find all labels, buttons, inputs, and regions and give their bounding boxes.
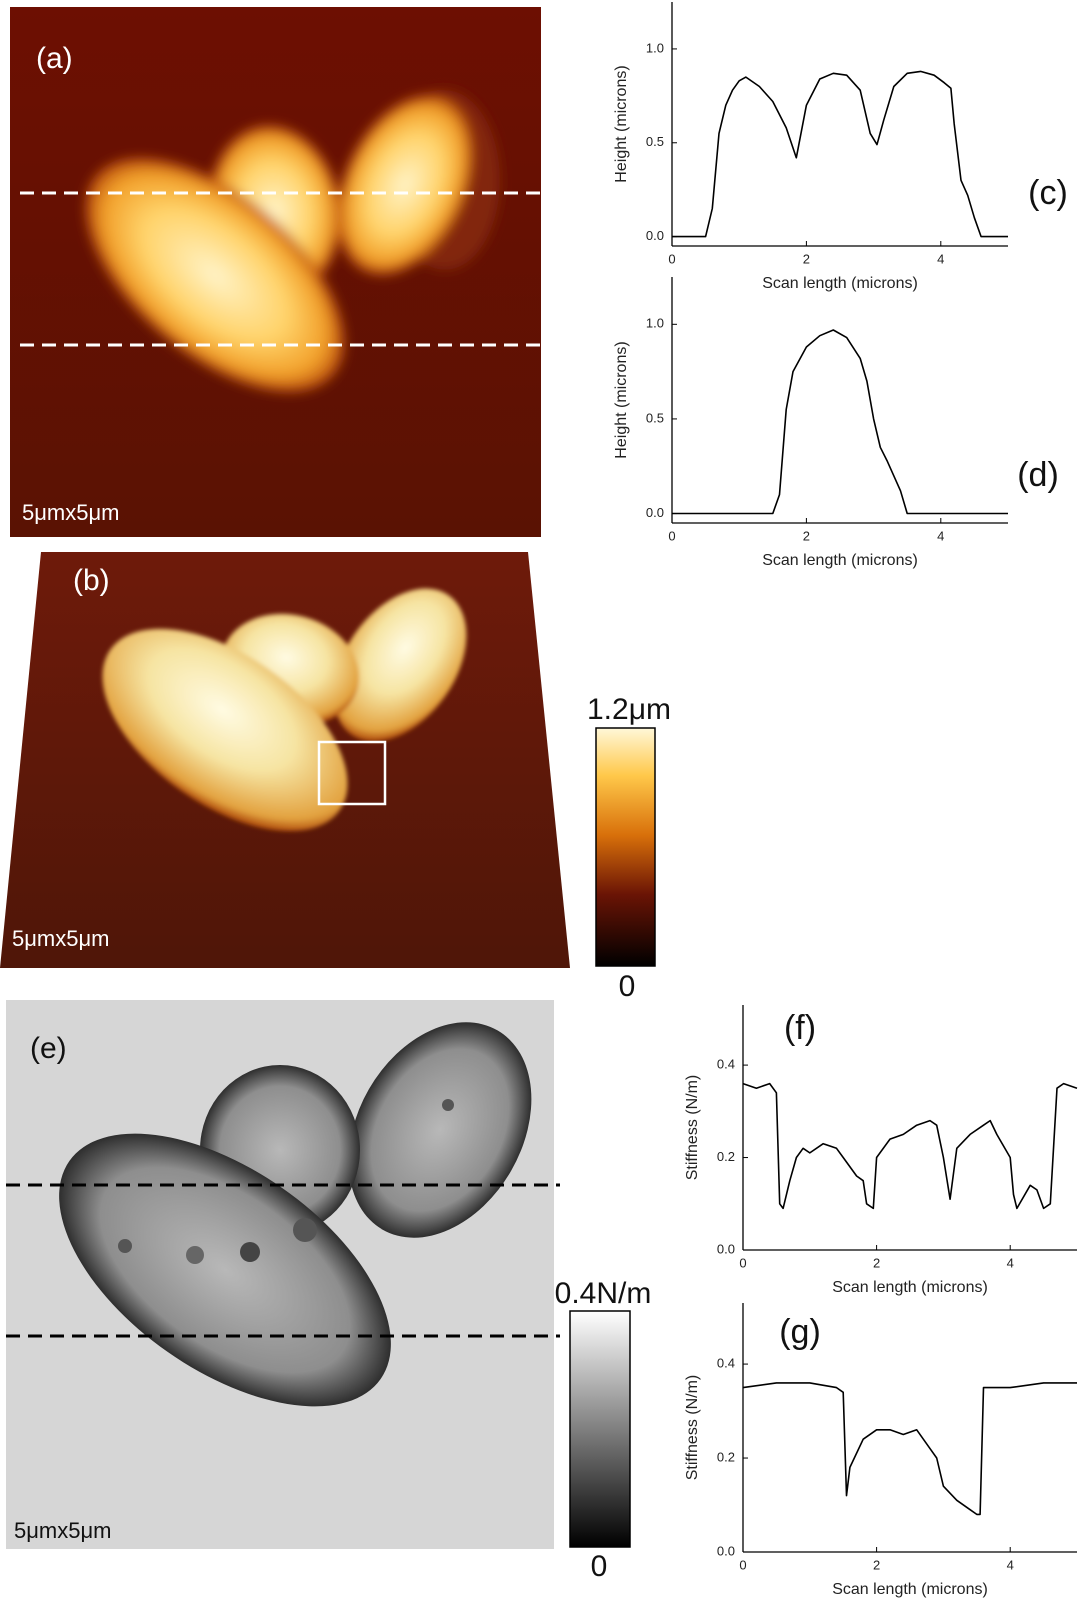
colorbar-max: 0.4N/m (555, 1277, 652, 1310)
x-tick-label: 2 (803, 528, 810, 543)
x-tick-label: 4 (937, 251, 944, 266)
data-line (742, 1082, 1078, 1210)
y-tick-label: 1.0 (646, 316, 664, 331)
panel-label: (c) (1028, 174, 1068, 212)
y-tick-label: 0.0 (646, 228, 664, 243)
y-tick-label: 0.4 (717, 1057, 735, 1072)
data-line (742, 1382, 1077, 1516)
colorbar (569, 1310, 631, 1548)
x-tick-label: 0 (739, 1557, 746, 1572)
x-axis-label: Scan length (microns) (832, 1581, 988, 1598)
y-tick-label: 1.0 (646, 40, 664, 55)
y-tick-label: 0.0 (717, 1543, 735, 1558)
scale-label: 5μmx5μm (22, 500, 119, 525)
y-tick-label: 0.5 (646, 410, 664, 425)
y-axis-label: Stiffness (N/m) (684, 1375, 701, 1481)
panel-label: (a) (36, 42, 73, 75)
panel-label: (e) (30, 1032, 67, 1065)
y-axis-label: Stiffness (N/m) (684, 1075, 701, 1181)
x-tick-label: 0 (668, 528, 675, 543)
x-tick-label: 2 (873, 1557, 880, 1572)
colorbar-min: 0 (591, 1550, 608, 1583)
stiffness-image: (e) 5μmx5μm 0.4N/m 0 (6, 1000, 652, 1583)
panel-label: (g) (779, 1313, 821, 1351)
scale-label: 5μmx5μm (12, 926, 109, 951)
data-line (672, 70, 1008, 238)
x-axis-label: Scan length (microns) (762, 275, 918, 292)
data-line (672, 329, 1008, 515)
height-3d-image: (b) 5μmx5μm 1.2μm 0 (0, 552, 671, 1003)
x-tick-label: 2 (873, 1255, 880, 1270)
y-tick-label: 0.2 (717, 1449, 735, 1464)
y-axis-label: Height (microns) (613, 341, 630, 458)
height-image: (a) 5μmx5μm (10, 7, 541, 537)
x-tick-label: 0 (668, 251, 675, 266)
y-tick-label: 0.2 (717, 1149, 735, 1164)
x-tick-label: 2 (803, 251, 810, 266)
y-tick-label: 0.4 (717, 1356, 735, 1371)
panel-label: (b) (73, 564, 110, 597)
y-tick-label: 0.0 (646, 505, 664, 520)
x-tick-label: 4 (1007, 1557, 1014, 1572)
y-tick-label: 0.0 (717, 1241, 735, 1256)
x-axis-label: Scan length (microns) (762, 552, 918, 569)
y-axis-label: Height (microns) (613, 65, 630, 182)
colorbar (595, 727, 656, 967)
colorbar-max: 1.2μm (587, 693, 671, 726)
x-tick-label: 0 (739, 1255, 746, 1270)
x-tick-label: 4 (937, 528, 944, 543)
x-axis-label: Scan length (microns) (832, 1279, 988, 1296)
panel-label: (d) (1017, 456, 1059, 494)
scale-label: 5μmx5μm (14, 1518, 111, 1543)
panel-label: (f) (784, 1009, 816, 1047)
y-tick-label: 0.5 (646, 134, 664, 149)
colorbar-min: 0 (619, 970, 636, 1003)
x-tick-label: 4 (1007, 1255, 1014, 1270)
